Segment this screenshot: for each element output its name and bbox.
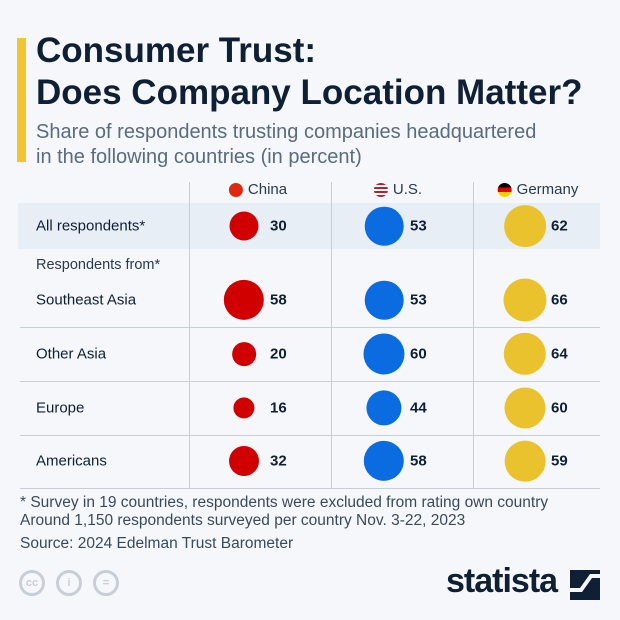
subtitle-line-2: in the following countries (in percent) [36,146,362,168]
cc-icon: cc [19,570,45,596]
bubble [363,440,405,482]
subtitle-line-1: Share of respondents trusting companies … [36,121,537,143]
footnote: * Survey in 19 countries, respondents we… [20,494,549,511]
value-label: 66 [551,291,568,309]
bubble [364,280,404,320]
bubble [233,397,255,419]
title-line-2: Does Company Location Matter? [36,73,583,112]
bubble [232,342,256,366]
column-label: China [247,181,288,198]
column-divider [473,182,474,488]
by-icon: i [56,570,82,596]
bubble [504,440,546,482]
bubble [503,278,547,322]
bubble [364,206,404,246]
row-divider [20,488,600,489]
bubble [223,279,265,321]
bubble [504,205,546,247]
bubble [504,387,546,429]
source: Source: 2024 Edelman Trust Barometer [20,535,294,552]
nd-icon: = [93,570,119,596]
germany-flag-icon [497,182,512,197]
statista-logo: statista [446,562,558,600]
bubble [229,446,259,476]
value-label: 58 [410,452,427,470]
value-label: 53 [410,291,427,309]
column-header-china: China [228,181,288,198]
column-header-us: U.S. [373,181,423,198]
value-label: 44 [410,399,427,417]
highlight-row [18,203,600,249]
row-divider [20,381,600,382]
value-label: 62 [551,217,568,235]
row-label: Europe [36,399,85,417]
value-label: 20 [270,345,287,363]
accent-bar [17,38,26,162]
group-label: Respondents from* [36,257,161,273]
row-label: Southeast Asia [36,291,137,309]
value-label: 30 [270,217,287,235]
bubble [366,390,402,426]
survey-note: Around 1,150 respondents surveyed per co… [20,512,466,529]
column-divider [331,182,332,488]
value-label: 59 [551,452,568,470]
value-label: 16 [270,399,287,417]
row-label: Americans [36,452,107,470]
title-line-1: Consumer Trust: [36,31,317,70]
value-label: 32 [270,452,287,470]
value-label: 60 [551,399,568,417]
bubble [503,332,547,376]
row-divider [20,435,600,436]
value-label: 60 [410,345,427,363]
statista-logo-icon [570,570,600,600]
row-label: Other Asia [36,345,107,363]
value-label: 58 [270,291,287,309]
column-header-germany: Germany [497,181,579,198]
column-label: Germany [516,181,579,198]
value-label: 53 [410,217,427,235]
us-flag-icon [373,182,388,197]
bubble [363,333,405,375]
column-divider [189,182,190,488]
china-flag-icon [228,182,243,197]
row-divider [20,327,600,328]
bubble [229,211,259,241]
row-label: All respondents* [36,217,146,235]
value-label: 64 [551,345,568,363]
column-label: U.S. [392,181,423,198]
